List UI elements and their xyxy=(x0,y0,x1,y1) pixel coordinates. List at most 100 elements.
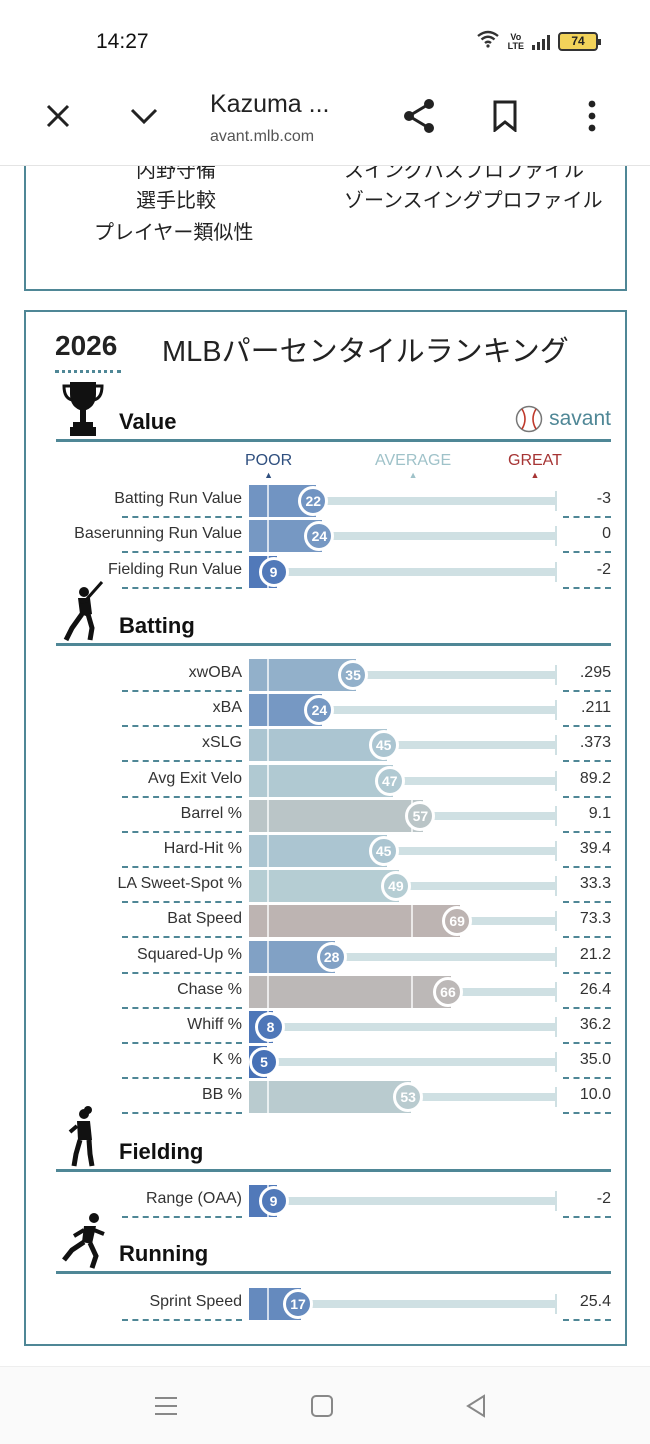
row-divider xyxy=(122,586,242,589)
row-divider-right xyxy=(563,1077,611,1080)
metric-value: 0 xyxy=(602,525,611,543)
metric-row[interactable]: Batting Run Value 22 -3 xyxy=(26,483,629,518)
season-year[interactable]: 2026 xyxy=(55,330,118,361)
metric-row[interactable]: K % 5 35.0 xyxy=(26,1044,629,1080)
poor-gridline xyxy=(267,940,269,973)
metric-row[interactable]: Whiff % 8 36.2 xyxy=(26,1009,629,1044)
track-endcap xyxy=(555,561,557,582)
metric-value: 26.4 xyxy=(579,980,611,998)
more-vertical-icon xyxy=(588,100,596,132)
track-endcap xyxy=(555,1087,557,1108)
metric-label: Squared-Up % xyxy=(137,945,242,963)
percentile-badge: 9 xyxy=(258,1186,289,1216)
row-divider xyxy=(122,971,242,974)
percentile-badge: 22 xyxy=(298,486,329,516)
home-button[interactable] xyxy=(302,1389,342,1423)
status-bar: 14:27 Vo LTE 74 xyxy=(0,0,650,80)
percentile-track xyxy=(250,706,556,715)
scale-poor-label: POOR xyxy=(245,452,293,469)
metric-row[interactable]: Chase % 66 26.4 xyxy=(26,974,629,1009)
percentile-bar xyxy=(249,799,424,832)
link-player-similarity[interactable]: プレイヤー類似性 xyxy=(94,222,254,244)
percentile-track xyxy=(250,847,556,855)
percentile-badge: 69 xyxy=(442,906,473,937)
row-divider xyxy=(122,1319,242,1321)
track-endcap xyxy=(555,946,557,967)
track-endcap xyxy=(555,735,557,756)
metric-row[interactable]: Avg Exit Velo 47 89.2 xyxy=(26,763,629,798)
metric-row[interactable]: Squared-Up % 28 21.2 xyxy=(26,939,629,974)
row-divider xyxy=(122,551,242,554)
share-button[interactable] xyxy=(397,94,441,138)
section-batting-title: Batting xyxy=(119,613,195,638)
metric-row[interactable]: Sprint Speed 17 25.4 xyxy=(26,1286,629,1321)
metric-label: K % xyxy=(212,1051,242,1069)
percentile-badge: 24 xyxy=(304,521,335,552)
metric-row[interactable]: BB % 53 10.0 xyxy=(26,1079,629,1115)
volte-icon: Vo LTE xyxy=(507,31,524,51)
metric-label: LA Sweet-Spot % xyxy=(117,875,242,893)
poor-gridline xyxy=(267,905,269,938)
metric-value: -2 xyxy=(596,1190,611,1207)
volte-bottom: LTE xyxy=(507,40,524,51)
percentile-track xyxy=(250,532,556,541)
metric-label: Whiff % xyxy=(187,1016,242,1033)
track-endcap xyxy=(555,491,557,511)
metric-row[interactable]: xBA 24 .211 xyxy=(26,692,629,728)
poor-gridline xyxy=(267,975,269,1008)
percentile-badge: 53 xyxy=(393,1082,424,1113)
section-value-title: Value xyxy=(119,409,177,434)
track-endcap xyxy=(555,526,557,547)
recent-apps-button[interactable] xyxy=(146,1389,186,1423)
track-endcap xyxy=(555,1191,557,1211)
metric-value: 33.3 xyxy=(579,875,611,893)
percentile-badge: 5 xyxy=(249,1047,279,1078)
metric-row[interactable]: Fielding Run Value 9 -2 xyxy=(26,554,629,589)
metric-label: Bat Speed xyxy=(167,910,242,928)
savant-brand-text: savant xyxy=(549,407,611,430)
average-gridline xyxy=(411,905,413,938)
row-divider xyxy=(122,866,242,868)
row-divider-right xyxy=(563,866,611,868)
percentile-badge: 35 xyxy=(338,660,369,690)
more-options-button[interactable] xyxy=(570,94,614,138)
percentile-track xyxy=(250,497,556,505)
metric-row[interactable]: Baserunning Run Value 24 0 xyxy=(26,518,629,554)
metric-row[interactable]: Bat Speed 69 73.3 xyxy=(26,903,629,939)
close-button[interactable] xyxy=(36,94,80,138)
track-endcap xyxy=(555,841,557,861)
metric-row[interactable]: LA Sweet-Spot % 49 33.3 xyxy=(26,868,629,904)
percentile-badge: 49 xyxy=(380,871,411,902)
row-divider-right xyxy=(563,690,611,692)
expand-button[interactable] xyxy=(122,94,166,138)
link-swing-path-profile[interactable]: スイングパスプロファイル xyxy=(344,166,584,182)
volte-top: Vo xyxy=(510,31,522,42)
metric-value: 25.4 xyxy=(579,1293,611,1310)
back-button[interactable] xyxy=(456,1389,496,1423)
metric-row[interactable]: xSLG 45 .373 xyxy=(26,727,629,763)
metric-row[interactable]: Range (OAA) 9 -2 xyxy=(26,1183,629,1218)
percentile-badge: 45 xyxy=(368,730,399,761)
link-zone-swing-profile[interactable]: ゾーンスイングプロファイル xyxy=(344,190,603,212)
year-underline xyxy=(55,370,121,373)
section-running: Running xyxy=(56,1213,611,1274)
percentile-track xyxy=(250,1023,556,1031)
bookmark-button[interactable] xyxy=(483,94,527,138)
poor-gridline xyxy=(267,520,269,553)
savant-logo: savant xyxy=(515,405,611,433)
average-gridline xyxy=(411,975,413,1008)
percentile-bar xyxy=(249,729,387,762)
percentile-bar xyxy=(249,870,399,903)
link-player-comparison[interactable]: 選手比較 xyxy=(136,190,216,212)
trophy-icon xyxy=(62,380,104,443)
metric-label: Batting Run Value xyxy=(114,490,242,507)
percentile-badge: 8 xyxy=(255,1012,286,1042)
metric-row[interactable]: Hard-Hit % 45 39.4 xyxy=(26,833,629,868)
metric-row[interactable]: xwOBA 35 .295 xyxy=(26,657,629,692)
clock: 14:27 xyxy=(96,30,149,53)
link-infield-defense[interactable]: 内野守備 xyxy=(136,166,216,182)
poor-gridline xyxy=(267,1288,269,1320)
poor-gridline xyxy=(267,764,269,797)
metric-row[interactable]: Barrel % 57 9.1 xyxy=(26,798,629,833)
scale-great: GREAT ▲ xyxy=(508,452,562,480)
